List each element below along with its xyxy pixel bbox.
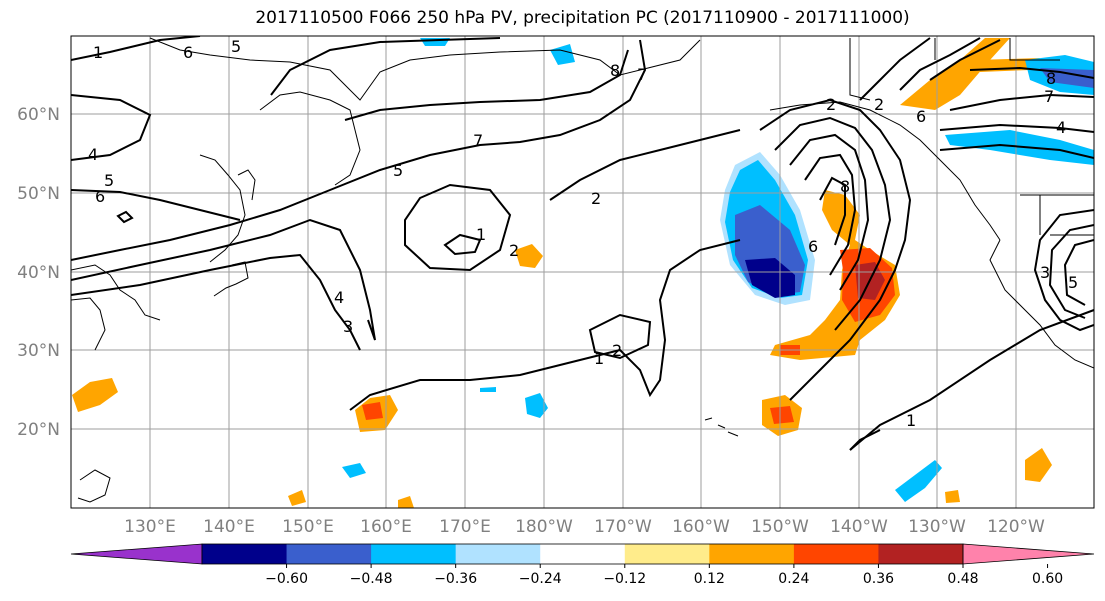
lon-label: 170°E bbox=[439, 517, 491, 537]
colorbar-tick-label: −0.12 bbox=[603, 571, 646, 587]
precip-negative-area bbox=[480, 387, 496, 392]
lat-label: 20°N bbox=[17, 420, 60, 440]
colorbar-tick-label: −0.36 bbox=[434, 571, 477, 587]
contour-label: 7 bbox=[473, 131, 483, 150]
colorbar-swatch bbox=[709, 544, 795, 564]
precip-positive-area bbox=[398, 496, 414, 508]
contour-label: 3 bbox=[1040, 263, 1050, 282]
colorbar-swatch bbox=[286, 544, 372, 564]
contour-label: 1 bbox=[93, 43, 103, 62]
pv-contours bbox=[71, 36, 1094, 451]
colorbar-tick-label: 0.48 bbox=[947, 571, 978, 587]
colorbar-tick-label: −0.24 bbox=[519, 571, 562, 587]
lon-label: 150°E bbox=[282, 517, 334, 537]
contour-label: 5 bbox=[1068, 273, 1078, 292]
colorbar-swatch bbox=[455, 544, 541, 564]
lat-label: 40°N bbox=[17, 263, 60, 283]
contour-label: 2 bbox=[826, 95, 836, 114]
colorbar-tick-label: 0.24 bbox=[778, 571, 809, 587]
contour-label: 2 bbox=[591, 189, 601, 208]
colorbar-tick-label: 0.12 bbox=[694, 571, 725, 587]
precip-negative-area bbox=[1040, 68, 1094, 88]
map-title: 2017110500 F066 250 hPa PV, precipitatio… bbox=[255, 8, 910, 28]
lon-label: 140°E bbox=[203, 517, 255, 537]
colorbar: −0.60 −0.48 −0.36 −0.24 −0.12 0.12 0.24 0.36 0.4… bbox=[70, 543, 1095, 587]
colorbar-swatch bbox=[793, 544, 879, 564]
contour-label: 2 bbox=[874, 95, 884, 114]
contour-label: 1 bbox=[594, 349, 604, 368]
precip-negative-area bbox=[342, 463, 366, 478]
lon-labels: 130°E 140°E 150°E 160°E 170°E 180°W 170°… bbox=[124, 517, 1045, 537]
lon-label: 170°W bbox=[594, 517, 652, 537]
lon-label: 150°W bbox=[751, 517, 809, 537]
precip-positive-area bbox=[288, 490, 306, 506]
precip-negative-area bbox=[745, 258, 795, 298]
colorbar-swatch bbox=[202, 544, 288, 564]
contour-label: 2 bbox=[612, 341, 622, 360]
lat-label: 50°N bbox=[17, 184, 60, 204]
precip-negative-area bbox=[525, 393, 548, 418]
contour-label: 8 bbox=[840, 177, 850, 196]
contour-label: 5 bbox=[231, 37, 241, 56]
colorbar-tick-label: 0.60 bbox=[1032, 571, 1063, 587]
lon-label: 160°W bbox=[672, 517, 730, 537]
lon-label: 140°W bbox=[830, 517, 888, 537]
precip-positive-area bbox=[1025, 448, 1052, 482]
lon-label: 130°W bbox=[908, 517, 966, 537]
precip-positive-area bbox=[515, 244, 543, 268]
contour-label: 1 bbox=[476, 225, 486, 244]
lon-label: 130°E bbox=[124, 517, 176, 537]
contour-label: 5 bbox=[104, 171, 114, 190]
contour-label: 7 bbox=[1044, 87, 1054, 106]
colorbar-extend-low bbox=[70, 543, 203, 565]
precip-negative-area bbox=[550, 44, 575, 65]
colorbar-tick-label: 0.36 bbox=[863, 571, 894, 587]
lat-label: 60°N bbox=[17, 105, 60, 125]
lon-label: 160°E bbox=[360, 517, 412, 537]
lat-label: 30°N bbox=[17, 341, 60, 361]
contour-label: 4 bbox=[1056, 118, 1066, 137]
contour-label: 6 bbox=[95, 187, 105, 206]
lat-labels: 60°N 50°N 40°N 30°N 20°N bbox=[17, 105, 60, 440]
contour-label: 1 bbox=[906, 411, 916, 430]
colorbar-frame bbox=[201, 543, 964, 565]
precip-positive-area bbox=[900, 38, 1010, 110]
colorbar-swatch bbox=[540, 544, 626, 564]
precip-positive-area bbox=[770, 406, 794, 424]
contour-label: 3 bbox=[343, 317, 353, 336]
contour-label: 6 bbox=[808, 237, 818, 256]
contour-label: 5 bbox=[393, 161, 403, 180]
contour-label: 8 bbox=[1046, 69, 1056, 88]
contour-label: 4 bbox=[334, 288, 344, 307]
colorbar-extend-high bbox=[962, 543, 1095, 565]
contour-labels: 1 6 5 4 5 6 7 5 4 3 1 2 2 2 1 7 2 2 6 8 … bbox=[88, 37, 1078, 430]
lon-label: 180°W bbox=[515, 517, 573, 537]
contour-label: 2 bbox=[509, 241, 519, 260]
lon-label: 120°W bbox=[987, 517, 1045, 537]
contour-label: 7 bbox=[637, 65, 647, 84]
precip-positive-area bbox=[362, 402, 383, 420]
colorbar-swatch bbox=[878, 544, 964, 564]
map-frame bbox=[70, 35, 1095, 509]
gridlines bbox=[71, 36, 1094, 508]
precip-positive-area bbox=[72, 378, 118, 412]
colorbar-swatch bbox=[371, 544, 457, 564]
precip-positive-area bbox=[945, 490, 960, 503]
contour-label: 6 bbox=[916, 107, 926, 126]
colorbar-tick-label: −0.48 bbox=[350, 571, 393, 587]
colorbar-swatch bbox=[624, 544, 710, 564]
contour-label: 6 bbox=[183, 43, 193, 62]
contour-label: 8 bbox=[610, 61, 620, 80]
contour-label: 4 bbox=[88, 145, 98, 164]
precip-negative-area bbox=[895, 460, 942, 502]
colorbar-tick-label: −0.60 bbox=[265, 571, 308, 587]
